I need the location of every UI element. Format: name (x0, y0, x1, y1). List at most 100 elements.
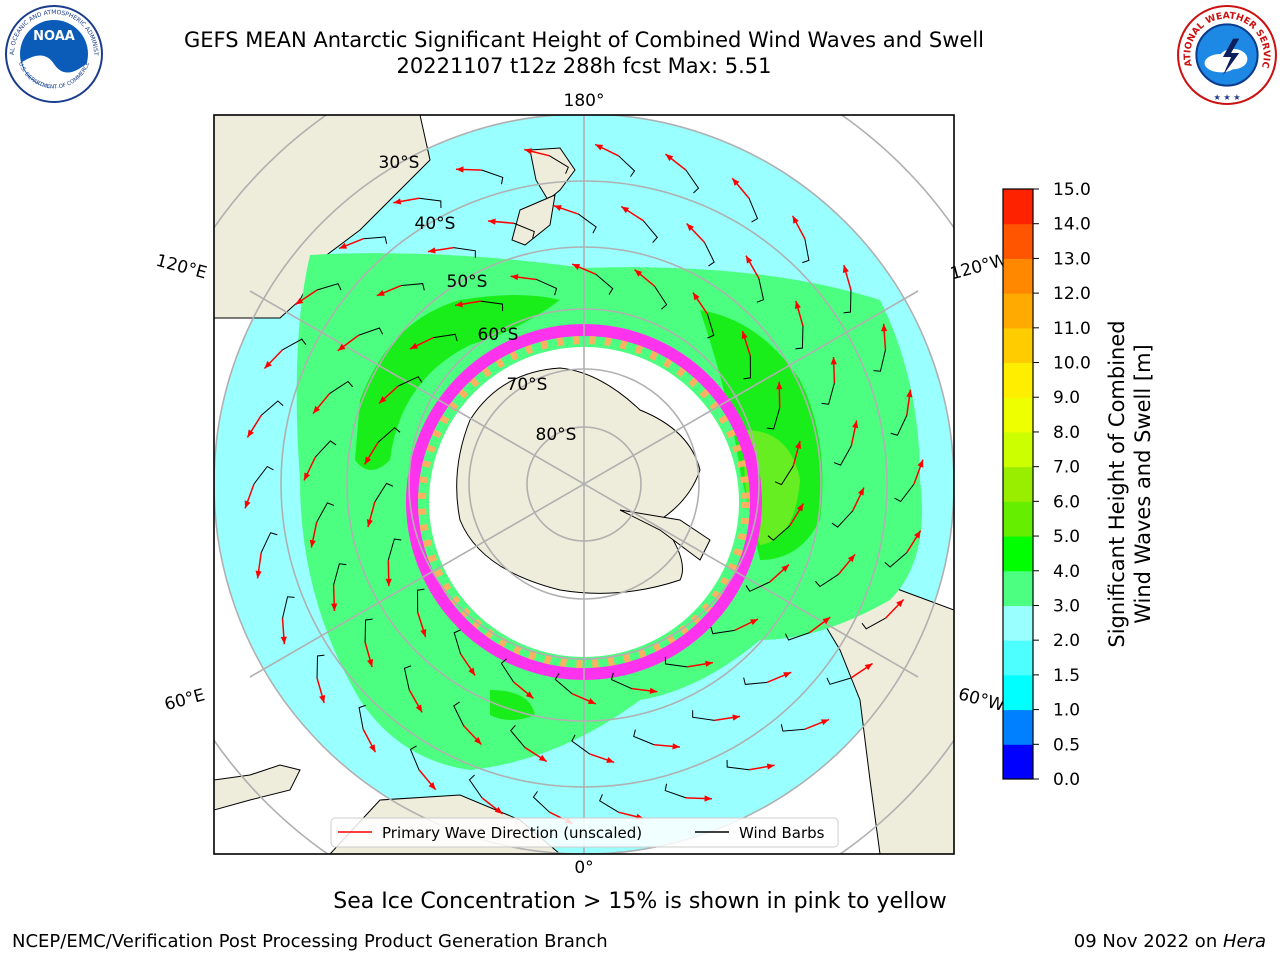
land-madagascar (214, 764, 301, 811)
wind-barb (453, 701, 464, 726)
wave-arrow-head (376, 289, 385, 296)
wave-arrow-head (705, 660, 713, 667)
wave-arrow-head (420, 629, 427, 638)
colorbar-tick-label: 0.0 (1053, 770, 1080, 790)
wave-arrow-head (732, 714, 741, 721)
lat-label-40s: 40°S (415, 214, 456, 234)
date-text: 09 Nov 2022 on (1073, 931, 1223, 952)
wind-barb (595, 273, 614, 295)
colorbar-tick-label: 6.0 (1053, 492, 1080, 512)
colorbar-segment (1003, 744, 1033, 780)
wind-barb (894, 483, 915, 503)
wind-barb (510, 725, 526, 748)
wind-barb (453, 247, 476, 258)
wind-barb (374, 482, 394, 503)
wind-barb (468, 774, 483, 799)
wave-arrow-head (692, 292, 700, 301)
wind-barb (453, 629, 462, 655)
lon-label-120e: 120°E (154, 251, 209, 284)
wind-barb (774, 465, 794, 486)
wind-barb (784, 632, 810, 641)
colorbar-segment (1003, 327, 1033, 364)
wind-barb (685, 169, 700, 194)
wind-barb (795, 326, 804, 350)
map-title: GEFS MEAN Antarctic Significant Height o… (183, 28, 985, 52)
wave-arrow-head (553, 205, 562, 211)
wave-arrow-head (474, 737, 482, 745)
wind-barb (364, 618, 373, 642)
wind-barb (433, 333, 458, 342)
wave-arrow-head (621, 206, 630, 214)
wind-barb (766, 407, 781, 430)
colorbar-tick-label: 3.0 (1053, 596, 1080, 616)
wind-barb (599, 794, 619, 813)
wave-arrow-head (247, 429, 254, 438)
map-legend: Primary Wave Direction (unscaled) Wind B… (330, 817, 839, 848)
wind-barb (260, 400, 284, 416)
wind-barb (664, 656, 688, 668)
wind-barb (802, 238, 810, 264)
wind-barb (532, 791, 550, 813)
wave-arrow-head (792, 215, 799, 224)
colorbar-segment (1003, 397, 1033, 433)
lon-label-60w: 60°W (956, 684, 1007, 716)
wind-barb (481, 169, 504, 185)
wind-barb (654, 285, 668, 310)
wind-barb (316, 502, 335, 523)
wind-barb (571, 734, 590, 755)
colorbar-tick-label: 2.0 (1053, 631, 1080, 651)
colorbar-tick-label: 1.0 (1053, 701, 1080, 721)
colorbar-tick-label: 5.0 (1053, 527, 1080, 547)
wave-arrow-head (917, 459, 924, 468)
wind-barb (756, 278, 765, 303)
wind-barb (282, 596, 295, 619)
colorbar-tick-label: 11.0 (1053, 319, 1091, 339)
wave-arrow-head (367, 659, 374, 667)
wave-arrow-head (766, 763, 775, 770)
wind-barb (706, 313, 715, 339)
wind-barb (513, 222, 535, 239)
wind-barb (480, 300, 504, 312)
wind-barb (873, 349, 886, 372)
wave-arrow-head (634, 269, 643, 277)
wind-barb (826, 677, 852, 685)
wind-barb (329, 380, 354, 394)
wind-barb (831, 510, 854, 528)
lon-label-0: 0° (574, 858, 593, 878)
wind-barb (387, 538, 402, 561)
wind-barb (710, 626, 735, 635)
wave-arrow-head (364, 456, 372, 465)
legend-wind-barbs: Wind Barbs (739, 824, 825, 842)
wave-arrow-head (864, 663, 873, 671)
colorbar-tick-label: 7.0 (1053, 458, 1080, 478)
wind-barb (814, 574, 839, 588)
wave-arrow-head (572, 264, 581, 270)
noaa-logo-icon: NOAA NATIONAL OCEANIC AND ATMOSPHERIC AD… (4, 4, 103, 103)
lat-label-70s: 70°S (507, 375, 548, 395)
colorbar-tick-label: 15.0 (1053, 180, 1091, 200)
wind-barb (743, 355, 751, 380)
credit-line: NCEP/EMC/Verification Post Processing Pr… (12, 931, 608, 952)
graticule (214, 115, 954, 854)
lat-label-30s: 30°S (379, 153, 420, 173)
colorbar-segment (1003, 189, 1033, 225)
wave-arrow-head (538, 754, 547, 762)
wave-arrow-head (672, 743, 680, 750)
wind-barb (500, 658, 514, 683)
colorbar-segment (1003, 674, 1033, 711)
wind-barb (664, 783, 687, 799)
wind-barb (726, 760, 750, 771)
wind-barb (358, 704, 366, 730)
colorbar-segment (1003, 536, 1033, 572)
wind-barb (418, 197, 442, 208)
wave-arrow-head (337, 343, 346, 351)
colorbar-segment (1003, 223, 1033, 259)
wind-barb (890, 415, 908, 436)
wave-arrow-head (494, 806, 503, 814)
colorbar-label-1: Significant Height of Combined (1105, 320, 1129, 647)
wave-arrow-head (820, 719, 829, 726)
wave-arrow-head (881, 323, 888, 332)
wind-barb (400, 283, 425, 291)
wind-barb (536, 278, 558, 296)
land-new-zealand-north (529, 147, 576, 201)
